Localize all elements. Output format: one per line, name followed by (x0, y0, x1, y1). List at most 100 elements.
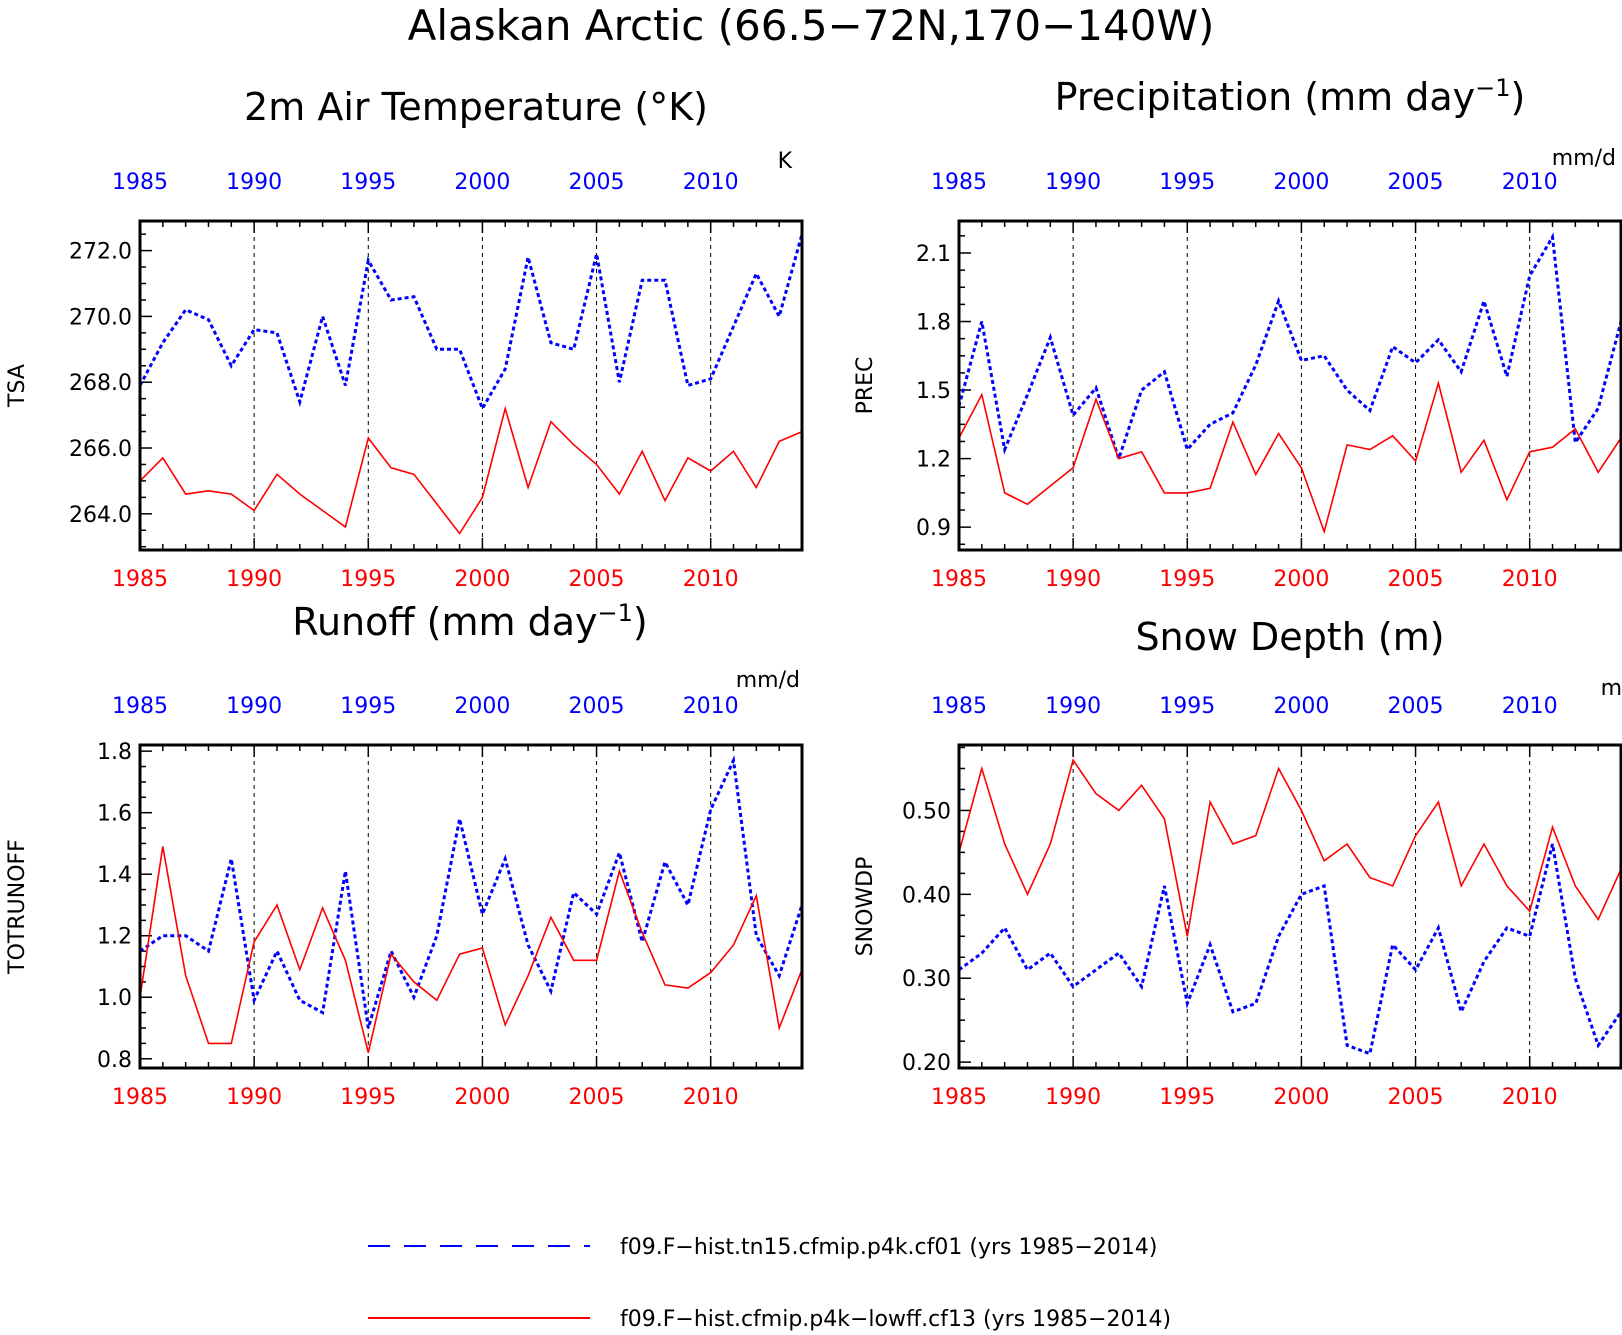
panel-tsa: 2m Air Temperature (°K) K TSA 1985 1985 1990 1… (5, 85, 804, 592)
x-tick-label-top-2000: 2000 (454, 694, 510, 719)
x-tick-label-top-1990: 1990 (226, 170, 282, 195)
x-tick-label-top-1995: 1995 (340, 694, 396, 719)
units-label: m (1601, 676, 1622, 701)
x-tick-label-top-1985: 1985 (112, 170, 168, 195)
x-tick-label-bottom-2010: 2010 (1502, 567, 1558, 592)
x-tick-label-bottom-2005: 2005 (1388, 567, 1444, 592)
x-tick-label-bottom-1985: 1985 (931, 1085, 987, 1110)
x-tick-label-bottom-2010: 2010 (683, 567, 739, 592)
units-label: K (778, 149, 793, 174)
plot-frame (138, 219, 804, 552)
units-label: mm/d (1552, 146, 1616, 171)
panel-snowdp: Snow Depth (m) m SNOWDP 1985 1985 1990 1990 199… (853, 615, 1622, 1110)
x-tick-label-top-2005: 2005 (569, 170, 625, 195)
y-tick-label: 1.0 (97, 986, 132, 1011)
y-axis-label: SNOWDP (853, 857, 878, 957)
x-tick-label-bottom-2000: 2000 (1273, 567, 1329, 592)
legend-label-blue: f09.F−hist.tn15.cfmip.p4k.cf01 (yrs 1985… (620, 1235, 1157, 1260)
series-line-red (958, 758, 1622, 937)
x-tick-label-top-1990: 1990 (1045, 170, 1101, 195)
y-tick-label: 0.20 (902, 1051, 951, 1076)
y-tick-label: 0.9 (916, 516, 951, 541)
plot-frame (957, 219, 1622, 552)
x-tick-label-bottom-1995: 1995 (340, 567, 396, 592)
panel-title: Precipitation (mm day−1) (1055, 74, 1526, 119)
x-tick-label-bottom-1990: 1990 (226, 1085, 282, 1110)
x-tick-label-bottom-2005: 2005 (569, 1085, 625, 1110)
series-line-red (139, 846, 803, 1053)
x-tick-label-top-2010: 2010 (683, 170, 739, 195)
x-tick-label-top-1985: 1985 (112, 694, 168, 719)
x-tick-label-top-1985: 1985 (931, 170, 987, 195)
x-tick-label-top-1990: 1990 (1045, 694, 1101, 719)
x-tick-label-top-2010: 2010 (683, 694, 739, 719)
panel-prec: Precipitation (mm day−1) mm/d PREC 1985 1985… (853, 74, 1622, 592)
y-tick-label: 1.4 (97, 863, 132, 888)
y-tick-label: 1.8 (916, 311, 951, 336)
x-tick-label-bottom-2005: 2005 (1388, 1085, 1444, 1110)
y-tick-label: 0.50 (902, 799, 951, 824)
x-tick-label-top-2000: 2000 (454, 170, 510, 195)
panel-title-superscript: −1 (598, 599, 633, 627)
panel-title-end: ) (633, 600, 648, 644)
panel-title-end: ) (1511, 75, 1526, 119)
x-tick-label-bottom-2010: 2010 (683, 1085, 739, 1110)
y-tick-label: 1.2 (916, 448, 951, 473)
x-tick-label-bottom-1990: 1990 (226, 567, 282, 592)
y-axis-label: TOTRUNOFF (5, 839, 30, 975)
x-tick-label-top-1985: 1985 (931, 694, 987, 719)
y-tick-label: 266.0 (69, 437, 132, 462)
x-tick-label-top-2000: 2000 (1273, 170, 1329, 195)
x-tick-label-top-2005: 2005 (1388, 694, 1444, 719)
y-tick-label: 268.0 (69, 371, 132, 396)
y-tick-label: 0.30 (902, 967, 951, 992)
x-tick-label-bottom-2005: 2005 (569, 567, 625, 592)
x-tick-label-top-2005: 2005 (569, 694, 625, 719)
x-tick-label-bottom-1995: 1995 (1159, 567, 1215, 592)
panel-title: Runoff (mm day−1) (292, 599, 647, 644)
y-axis-label: PREC (853, 357, 878, 415)
legend: f09.F−hist.tn15.cfmip.p4k.cf01 (yrs 1985… (368, 1235, 1171, 1332)
x-tick-label-top-1995: 1995 (1159, 170, 1215, 195)
y-tick-label: 1.2 (97, 925, 132, 950)
x-tick-label-bottom-2000: 2000 (454, 567, 510, 592)
x-tick-label-bottom-1985: 1985 (931, 567, 987, 592)
y-tick-label: 0.40 (902, 883, 951, 908)
panel-title-superscript: −1 (1475, 74, 1510, 102)
x-tick-label-top-2010: 2010 (1502, 170, 1558, 195)
plot-frame (957, 743, 1622, 1070)
y-tick-label: 1.8 (97, 740, 132, 765)
units-label: mm/d (736, 668, 800, 693)
panel-title: 2m Air Temperature (°K) (244, 85, 708, 129)
y-tick-label: 0.8 (97, 1048, 132, 1073)
series-line-red (139, 405, 803, 535)
x-tick-label-bottom-2010: 2010 (1502, 1085, 1558, 1110)
x-tick-label-bottom-2000: 2000 (1273, 1085, 1329, 1110)
figure-title: Alaskan Arctic (66.5−72N,170−140W) (408, 1, 1215, 50)
x-tick-label-bottom-2000: 2000 (454, 1085, 510, 1110)
x-tick-label-bottom-1990: 1990 (1045, 567, 1101, 592)
series-line-blue (957, 232, 1622, 464)
series-line-blue (139, 755, 804, 1029)
x-tick-label-top-1995: 1995 (1159, 694, 1215, 719)
x-tick-label-bottom-1990: 1990 (1045, 1085, 1101, 1110)
x-tick-label-top-1995: 1995 (340, 170, 396, 195)
plot-frame (138, 743, 804, 1070)
series-line-blue (958, 843, 1622, 1056)
x-tick-label-top-1990: 1990 (226, 694, 282, 719)
panels: 2m Air Temperature (°K) K TSA 1985 1985 1990 1… (5, 74, 1622, 1110)
x-tick-label-bottom-1985: 1985 (112, 567, 168, 592)
y-tick-label: 264.0 (69, 503, 132, 528)
x-tick-label-top-2000: 2000 (1273, 694, 1329, 719)
legend-label-red: f09.F−hist.cfmip.p4k−lowff.cf13 (yrs 198… (620, 1307, 1171, 1332)
panel-title: Snow Depth (m) (1135, 615, 1444, 659)
y-tick-label: 1.6 (97, 802, 132, 827)
x-tick-label-top-2005: 2005 (1388, 170, 1444, 195)
x-tick-label-top-2010: 2010 (1502, 694, 1558, 719)
x-tick-label-bottom-1985: 1985 (112, 1085, 168, 1110)
x-tick-label-bottom-1995: 1995 (340, 1085, 396, 1110)
y-tick-label: 270.0 (69, 305, 132, 330)
panel-totrunoff: Runoff (mm day−1) mm/d TOTRUNOFF 1985 1985 19… (5, 599, 804, 1110)
series-line-red (958, 380, 1622, 535)
